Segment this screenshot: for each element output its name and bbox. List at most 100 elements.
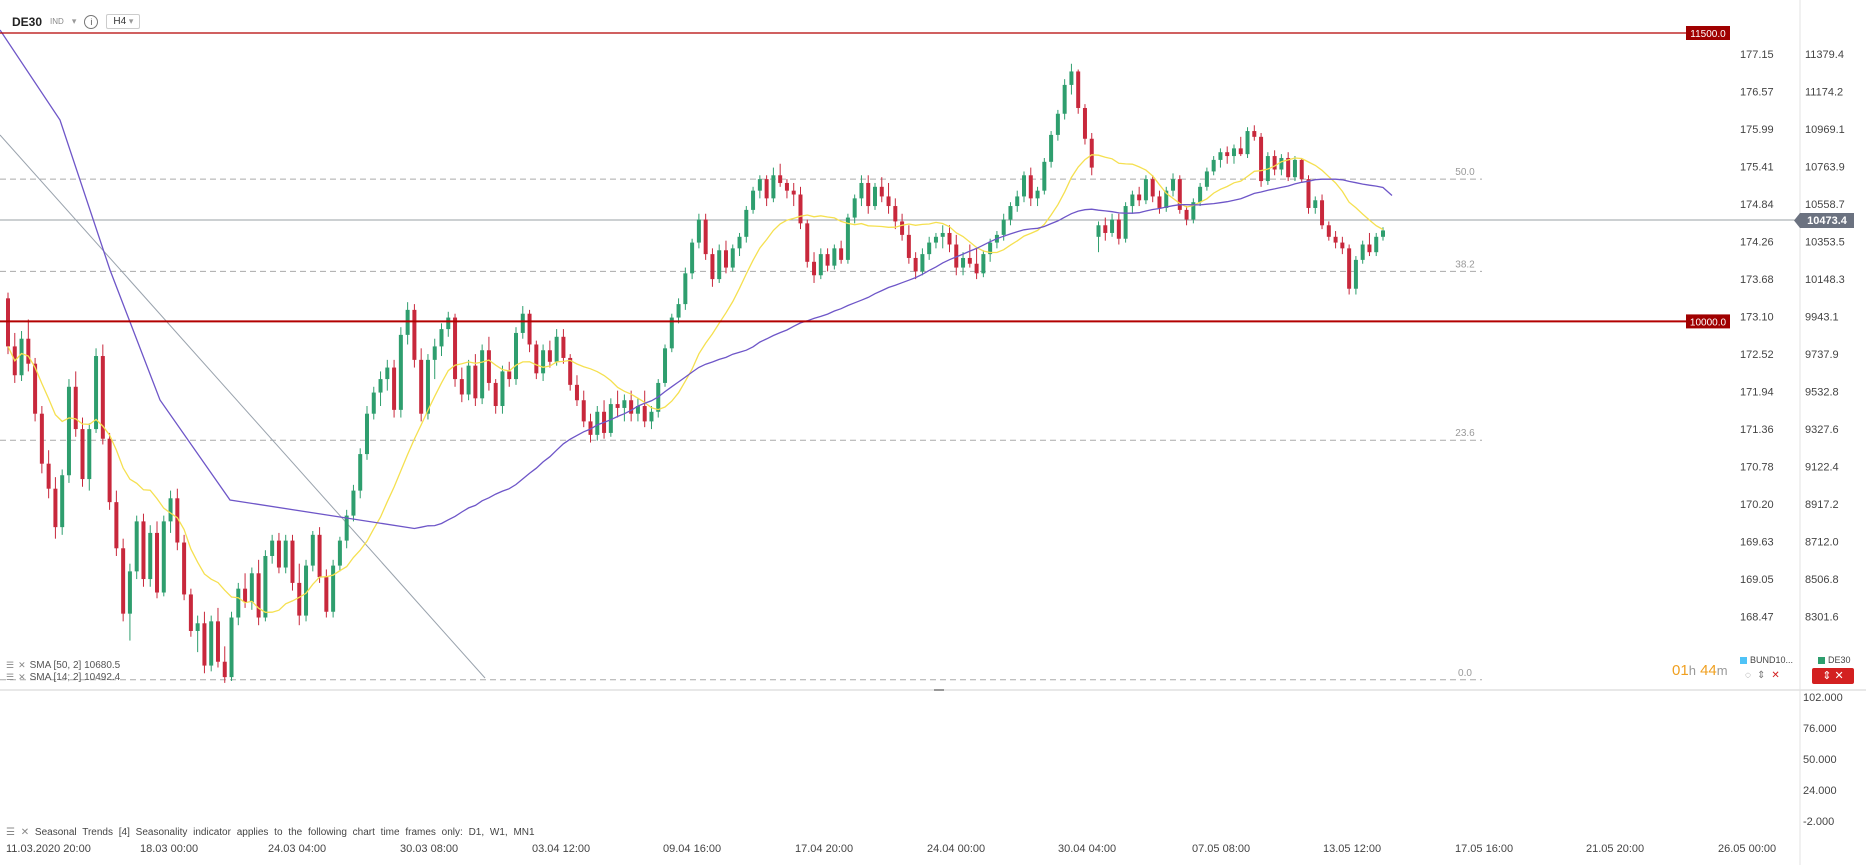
candle-body [1184,209,1189,220]
candle-body [351,490,356,516]
subpanel-tick-label: -2.000 [1803,816,1834,828]
sma14-line [7,154,1384,613]
candle-body [310,534,315,566]
candle-body [839,248,844,260]
candle-body [1353,259,1358,289]
candle-body [1164,190,1169,208]
timeframe-select[interactable]: H4 ▾ [106,14,141,29]
candle-body [1055,113,1060,135]
candle-body [635,406,640,414]
time-tick-label: 26.05 00:00 [1718,843,1776,855]
candle-body [202,623,207,666]
candle-body [1123,206,1128,239]
moving-averages [0,29,1393,613]
candle-body [1069,71,1074,85]
price-tick-label: 9327.6 [1805,424,1839,436]
candle-body [663,348,668,383]
candle-body [486,350,491,383]
chevron-down-icon: ▾ [128,16,134,26]
candle-body [757,179,762,191]
candle-body [53,488,58,528]
candle-body [392,367,397,410]
countdown-minutes: 44 [1700,662,1717,679]
candle-body [676,304,681,318]
candle-body [534,344,539,374]
candle-body [1245,131,1250,155]
candle-body [771,175,776,199]
candle-body [832,248,837,266]
de30-controls[interactable]: ⇕ ✕ [1812,668,1854,684]
price-tick-label: 10353.5 [1805,237,1845,249]
candle-body [175,498,180,543]
candle-body [974,263,979,274]
candle-body [852,198,857,218]
secondary-tick-label: 175.41 [1740,162,1774,174]
secondary-tick-label: 170.20 [1740,499,1774,511]
candle-body [710,254,715,280]
chart-toolbar: DE30 IND ▾ i H4 ▾ [12,14,141,29]
candle-body [893,206,898,222]
seasonal-trends-legend: ☰ ✕ Seasonal Trends [4] Seasonality indi… [6,827,535,838]
de30-label: DE30 [1828,655,1851,665]
candle-body [236,588,241,618]
candle-body [574,384,579,401]
candle-body [825,254,830,266]
candle-body [541,350,546,374]
candle-body [1333,236,1338,243]
candle-body [906,234,911,258]
minutes-unit: m [1716,663,1728,678]
candle-body [19,338,24,376]
candle-body [1347,248,1352,289]
candle-body [642,406,647,422]
price-tick-label: 10969.1 [1805,124,1845,136]
candle-body [195,623,200,631]
candle-body [1191,202,1196,220]
close-icon[interactable]: ✕ [1834,670,1844,682]
chevron-down-icon[interactable]: ▾ [71,16,77,26]
candle-body [256,573,261,618]
instrument-badge: IND [50,17,64,26]
candle-body [1171,179,1176,191]
seasonal-subpanel: 102.000 76.000 50.000 24.000 -2.000 [1803,692,1843,828]
candle-body [331,565,336,612]
price-level-tag [1686,314,1730,329]
candle-body [1110,219,1115,233]
close-icon[interactable]: ✕ [18,672,26,682]
reorder-icon[interactable]: ⇕ [1756,670,1766,681]
eye-icon[interactable]: ◌ [1745,670,1751,681]
fibonacci-levels: 50.0 38.2 23.6 0.0 [0,167,1482,681]
sma50-legend[interactable]: ☰ ✕ SMA [50, 2] 10680.5 [6,660,120,671]
candle-countdown: 01h 44m [1672,662,1728,679]
settings-icon[interactable]: ☰ [6,672,15,682]
bund-legend[interactable]: BUND10... [1740,655,1793,665]
close-icon[interactable]: ✕ [20,827,30,838]
settings-icon[interactable]: ☰ [6,660,15,670]
candle-body [1022,175,1027,197]
settings-icon[interactable]: ☰ [6,827,15,838]
candle-body [134,521,139,572]
time-axis: 11.03.2020 20:00 18.03 00:00 24.03 04:00 30… [6,843,1776,855]
candle-body [622,400,627,408]
price-axis: 11379.4 177.15 11174.2 176.57 10969.1 175.99 1… [1740,49,1854,624]
close-icon[interactable]: ✕ [1771,670,1780,681]
candle-body [317,534,322,578]
candle-body [94,356,99,430]
fib-label: 0.0 [1458,668,1472,679]
candle-body [845,217,850,260]
candle-body [886,196,891,207]
price-level-label: 10000.0 [1690,317,1727,328]
candle-body [1049,134,1054,162]
candle-body [696,219,701,243]
close-icon[interactable]: ✕ [18,660,26,670]
info-icon[interactable]: i [84,14,99,29]
timeframe-value: H4 [113,16,127,27]
sma14-legend[interactable]: ☰ ✕ SMA [14; 2] 10492.4 [6,672,120,683]
reorder-icon[interactable]: ⇕ [1822,670,1832,682]
candle-body [33,363,38,414]
candle-body [1137,194,1142,201]
candle-body [229,617,234,678]
de30-legend[interactable]: DE30 [1818,655,1851,665]
candle-body [683,273,688,305]
symbol-label[interactable]: DE30 [12,14,43,29]
